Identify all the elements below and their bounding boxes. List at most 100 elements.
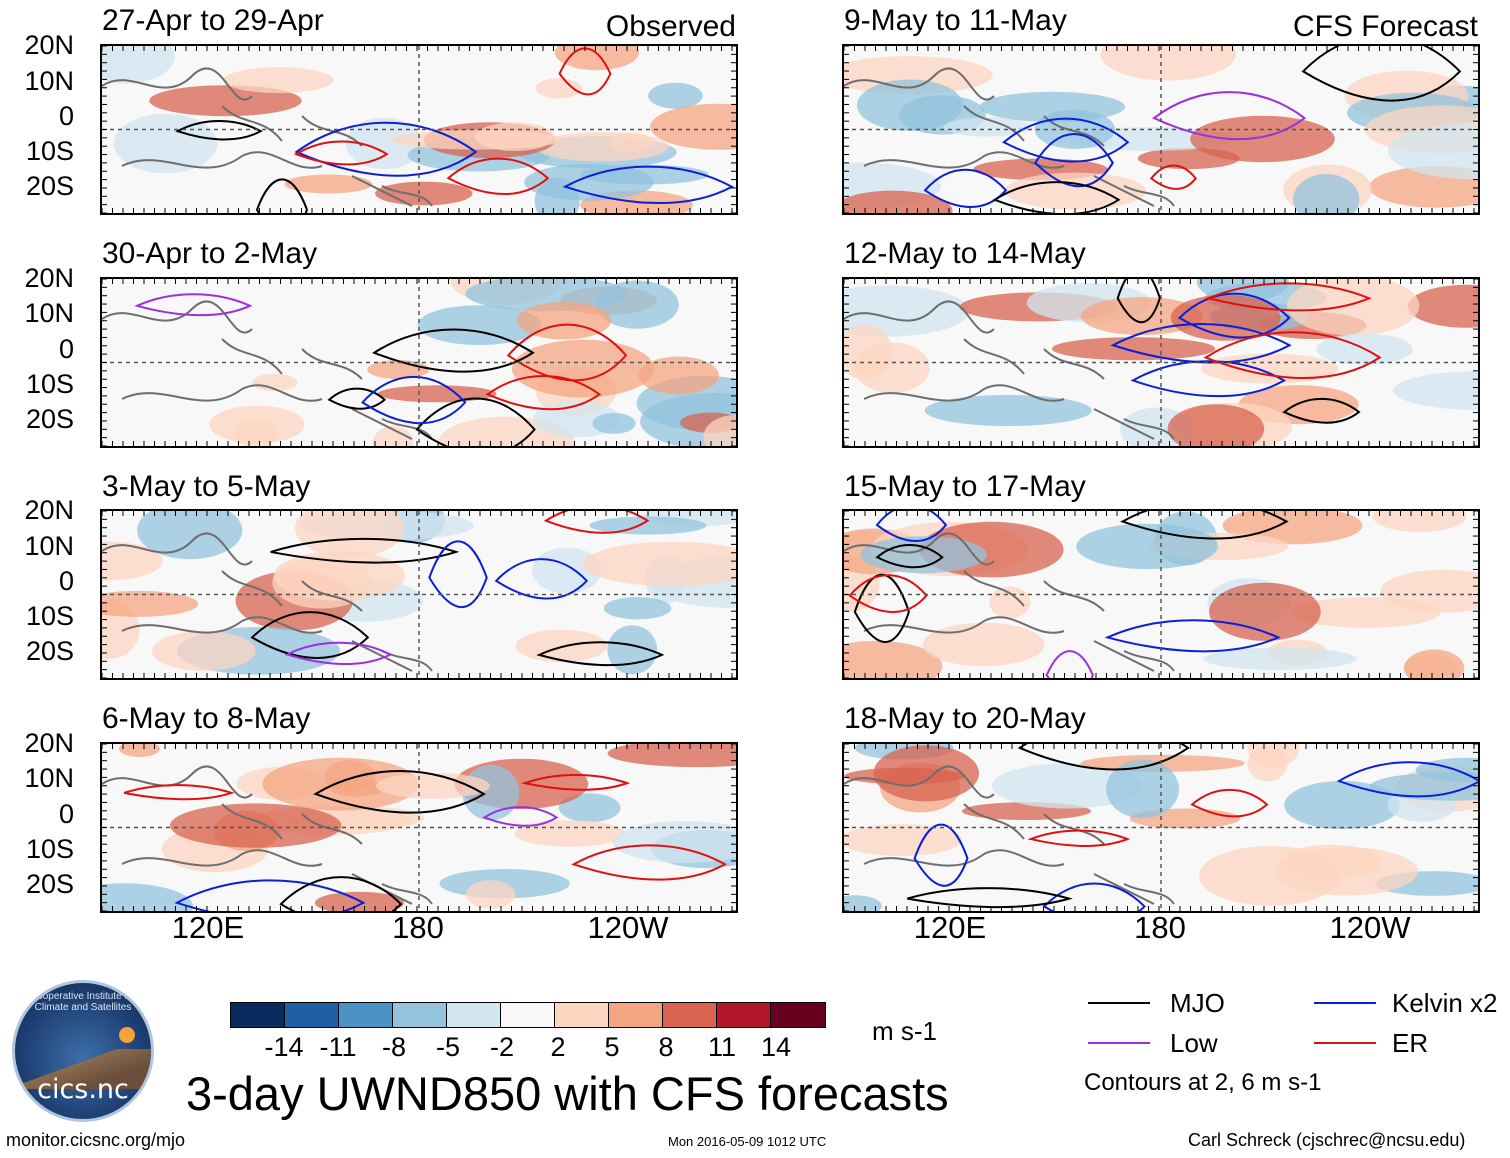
y-tick: 0	[58, 566, 74, 596]
y-tick: 20N	[24, 495, 74, 525]
wind-anomaly-shade	[1393, 371, 1478, 410]
wind-anomaly-shade	[102, 590, 199, 617]
wave-contour	[1027, 829, 1131, 847]
panel-p7	[100, 742, 738, 913]
wave-contour	[1034, 133, 1114, 188]
y-tick: 10N	[24, 763, 74, 793]
wave-contour	[175, 120, 263, 141]
wind-anomaly-shade	[1203, 647, 1357, 670]
wave-contour	[1282, 397, 1361, 424]
wind-anomaly-shade	[233, 419, 278, 446]
wind-anomaly-shade	[1209, 582, 1321, 641]
y-tick: 10N	[24, 298, 74, 328]
wave-contour	[415, 397, 536, 446]
wave-contour	[913, 823, 969, 887]
wind-anomaly-shade	[844, 640, 943, 678]
wave-contour	[848, 574, 928, 613]
wind-anomaly-shade	[558, 793, 621, 823]
coastline	[844, 532, 1175, 672]
map-p3	[102, 279, 736, 446]
wind-anomaly-shade	[516, 301, 612, 340]
wind-anomaly-shade	[512, 339, 655, 398]
logo-sun-icon	[119, 1027, 135, 1043]
wind-anomaly-shade	[1100, 46, 1236, 81]
wind-anomaly-shade	[856, 79, 963, 131]
y-tick: 10S	[25, 601, 74, 631]
y-tick: 10S	[25, 369, 74, 399]
wave-contour	[1205, 282, 1372, 312]
x-tick: 180	[1134, 910, 1186, 945]
wind-anomaly-shade	[853, 342, 930, 394]
wave-contour	[1152, 91, 1307, 141]
wind-anomaly-shade	[223, 67, 334, 94]
wave-contour	[134, 293, 253, 317]
wave-contour	[1104, 619, 1281, 653]
map-p1	[102, 46, 736, 213]
wave-contour	[1190, 788, 1269, 818]
wave-contour	[1130, 360, 1287, 398]
wind-anomaly-shade	[345, 117, 422, 170]
footer-timestamp: Mon 2016-05-09 1012 UTC	[668, 1134, 827, 1149]
wave-contour	[294, 121, 478, 177]
coastline	[102, 67, 433, 207]
panel-p2	[842, 44, 1480, 215]
panel-title: 15-May to 17-May	[844, 470, 1086, 503]
y-tick: 20S	[25, 404, 74, 434]
y-tick: 0	[58, 101, 74, 131]
wind-anomaly-shade	[1200, 353, 1339, 384]
wave-contour	[284, 641, 393, 665]
wave-contour	[875, 544, 944, 569]
wind-anomaly-shade	[703, 415, 736, 446]
wind-anomaly-shade	[1407, 284, 1478, 328]
wind-anomaly-shade	[1372, 511, 1467, 533]
y-tick: 20N	[24, 30, 74, 60]
wave-contour	[1002, 117, 1130, 163]
coastline	[102, 765, 433, 905]
colorbar-swatch	[717, 1003, 771, 1027]
colorbar-tick: -2	[489, 1032, 514, 1062]
wind-anomaly-shade	[1404, 649, 1465, 678]
wave-contour	[279, 876, 403, 911]
coastline	[844, 67, 1175, 207]
wave-contour	[536, 641, 665, 667]
wave-contour	[428, 540, 488, 609]
wind-anomaly-shade	[991, 763, 1143, 809]
x-tick: 120W	[587, 910, 669, 945]
colorbar-swatch	[663, 1003, 717, 1027]
wind-anomaly-shade	[534, 177, 580, 213]
wind-anomaly-shade	[592, 412, 636, 434]
wave-contour	[923, 168, 1008, 209]
legend-note: Contours at 2, 6 m s-1	[1084, 1069, 1322, 1096]
panel-p3	[100, 277, 738, 448]
wind-anomaly-shade	[844, 824, 962, 856]
wind-anomaly-shade	[149, 85, 302, 117]
y-tick: 10S	[25, 834, 74, 864]
wind-anomaly-shade	[262, 757, 419, 811]
panel-p5	[100, 509, 738, 680]
wind-anomaly-shade	[607, 625, 658, 675]
panel-title: 30-Apr to 2-May	[102, 237, 318, 270]
x-tick: 120E	[913, 910, 987, 945]
wind-anomaly-shade	[1076, 523, 1218, 570]
y-tick: 20N	[24, 728, 74, 758]
y-tick: 20S	[25, 171, 74, 201]
wind-anomaly-shade	[648, 82, 703, 109]
wave-contour	[1045, 650, 1095, 678]
panel-p6	[842, 509, 1480, 680]
wave-contour	[494, 558, 589, 600]
wind-anomaly-shade	[295, 511, 404, 558]
wave-contour	[875, 511, 948, 542]
logo-text: cics.nc	[37, 1074, 129, 1105]
colorbar-swatch	[609, 1003, 663, 1027]
footer-url: monitor.cicsnc.org/mjo	[6, 1130, 186, 1150]
wind-anomaly-shade	[113, 113, 218, 174]
colorbar-swatch	[231, 1003, 285, 1027]
wind-anomaly-shade	[650, 103, 736, 150]
colorbar-tick: 11	[707, 1032, 737, 1062]
wind-anomaly-shade	[465, 880, 516, 909]
legend-label-er: ER	[1392, 1028, 1429, 1058]
wind-anomaly-shade	[1051, 337, 1216, 361]
wave-contour	[1116, 279, 1161, 324]
x-tick: 180	[392, 910, 444, 945]
panel-title: 6-May to 8-May	[102, 702, 311, 735]
